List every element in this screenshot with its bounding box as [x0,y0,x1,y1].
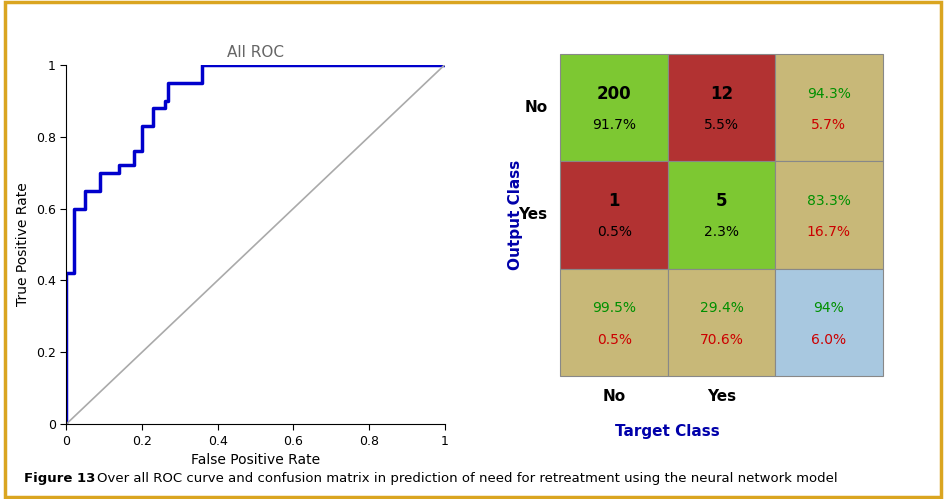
Bar [775,268,883,376]
Text: Yes: Yes [518,208,548,223]
Text: 29.4%: 29.4% [700,301,744,315]
Text: 94.3%: 94.3% [807,87,850,101]
Bar [560,161,668,268]
Bar [560,54,668,161]
Title: All ROC: All ROC [227,44,284,59]
Text: 5.7%: 5.7% [812,118,847,132]
Text: 2.3%: 2.3% [704,225,739,239]
Text: 12: 12 [710,85,733,103]
Text: 5: 5 [716,192,727,210]
Text: Output Class: Output Class [508,160,523,270]
Text: No: No [524,100,548,115]
Text: 99.5%: 99.5% [592,301,636,315]
Bar [668,161,775,268]
Text: 83.3%: 83.3% [807,194,850,208]
Bar [775,54,883,161]
Text: 0.5%: 0.5% [597,225,632,239]
Text: 70.6%: 70.6% [700,332,744,346]
Text: 200: 200 [597,85,631,103]
Text: 5.5%: 5.5% [704,118,739,132]
Text: 94%: 94% [814,301,844,315]
Text: Over all ROC curve and confusion matrix in prediction of need for retreatment us: Over all ROC curve and confusion matrix … [97,472,838,485]
Bar [668,268,775,376]
Text: 1: 1 [608,192,620,210]
Bar [775,161,883,268]
Text: 91.7%: 91.7% [592,118,636,132]
Text: Target Class: Target Class [616,424,720,440]
Bar [668,54,775,161]
Y-axis label: True Positive Rate: True Positive Rate [16,183,30,306]
X-axis label: False Positive Rate: False Positive Rate [191,453,320,467]
Text: Yes: Yes [707,389,736,404]
Text: Figure 13: Figure 13 [24,472,95,485]
Text: 6.0%: 6.0% [812,332,847,346]
Text: 0.5%: 0.5% [597,332,632,346]
Bar [560,268,668,376]
Text: 16.7%: 16.7% [807,225,850,239]
Text: No: No [603,389,625,404]
